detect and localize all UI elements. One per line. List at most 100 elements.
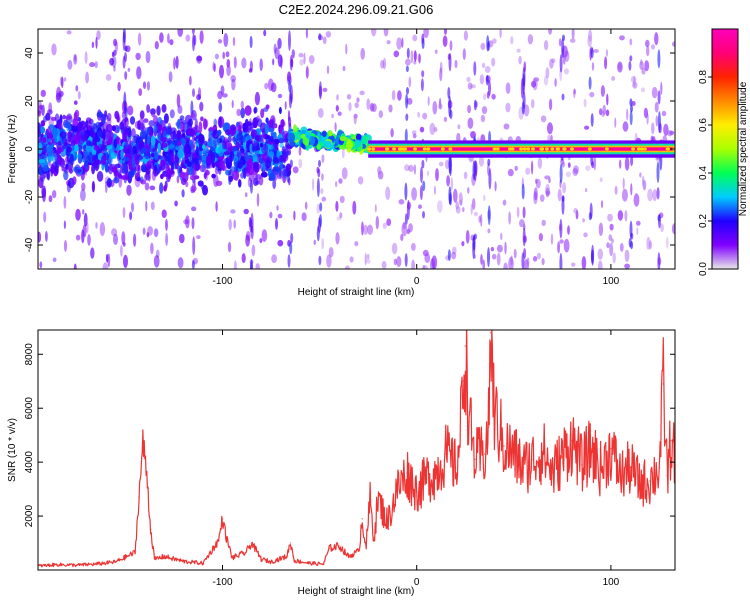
- snr-data-point: [493, 412, 496, 415]
- spectrogram-speckle: [270, 82, 277, 93]
- spectrogram-speckle: [535, 178, 538, 184]
- spectrogram-cell: [56, 141, 62, 149]
- spectrogram-speckle: [583, 232, 588, 238]
- spectrogram-speckle: [591, 62, 595, 71]
- spectrogram-speckle: [563, 238, 570, 253]
- spectrogram-cell: [230, 146, 238, 152]
- spectrogram-speckle: [641, 175, 645, 187]
- spectrogram-streak: [590, 113, 594, 127]
- spectrogram-speckle: [87, 234, 91, 246]
- snr-data-point: [260, 558, 263, 560]
- spectrogram-cell: [302, 137, 310, 145]
- spectrogram-cell: [63, 170, 69, 181]
- spectrogram-speckle: [136, 66, 142, 80]
- snr-data-point: [76, 564, 78, 566]
- snr-data-point: [406, 472, 408, 474]
- snr-data-point: [581, 464, 583, 466]
- spectrogram-carrier-spot: [448, 147, 453, 151]
- spectrogram-speckle: [611, 76, 615, 81]
- spectrogram-cell: [265, 159, 272, 169]
- spectrogram-cell: [211, 173, 216, 179]
- spectrogram-speckle: [299, 59, 304, 66]
- spectrogram-cell: [225, 169, 230, 176]
- snr-data-point: [522, 466, 525, 469]
- spectrogram-cell: [245, 122, 252, 133]
- snr-data-point: [462, 380, 465, 383]
- spectrogram-speckle: [422, 112, 428, 120]
- spectrogram-speckle: [422, 264, 426, 269]
- spectrogram-cell: [74, 100, 78, 105]
- spectrogram-cell: [246, 158, 253, 169]
- snr-data-point: [285, 555, 288, 558]
- spectrogram-speckle: [339, 195, 345, 204]
- spectrogram-cell: [339, 136, 348, 142]
- spectrogram-speckle: [312, 178, 315, 191]
- spectrogram-speckle: [405, 58, 411, 66]
- spectrogram-speckle: [439, 67, 443, 82]
- spectrogram-speckle: [89, 62, 96, 68]
- spectrogram-cell: [51, 127, 58, 139]
- spectrogram-streak: [559, 54, 563, 73]
- spectrogram-speckle: [487, 228, 491, 234]
- spectrogram-streak: [191, 29, 195, 35]
- spectrogram-streak: [317, 168, 321, 178]
- spectrogram-speckle: [404, 164, 410, 172]
- spectrogram-cell: [160, 136, 167, 143]
- spectrogram-speckle: [189, 75, 192, 86]
- snr-data-point: [377, 499, 379, 501]
- spectrogram-speckle: [335, 200, 339, 212]
- spectrogram-cell: [141, 147, 148, 153]
- spectrogram-cell: [125, 148, 133, 154]
- spectrogram-speckle: [165, 218, 168, 231]
- spectrogram-speckle: [651, 86, 658, 99]
- spectrogram-carrier-spot: [539, 147, 544, 151]
- spectrogram-speckle: [671, 41, 675, 47]
- spectrogram-cell: [240, 172, 245, 179]
- snr-data-point: [163, 555, 165, 558]
- spectrogram-speckle: [443, 116, 447, 122]
- spectrogram-speckle: [410, 50, 414, 64]
- spectrogram-cell: [350, 135, 357, 140]
- spectrogram-cell: [62, 114, 66, 120]
- spectrogram-speckle: [549, 58, 554, 69]
- spectrogram-speckle: [277, 213, 283, 219]
- spectrogram-speckle: [557, 241, 561, 254]
- spectrogram-cell: [228, 177, 232, 185]
- spectrogram-streak: [250, 225, 254, 240]
- spectrogram-speckle: [427, 170, 430, 176]
- spectrogram-speckle: [612, 252, 616, 264]
- spectrogram-speckle: [651, 122, 655, 135]
- spectrogram-speckle: [418, 53, 421, 64]
- spectrogram-streak: [521, 183, 525, 200]
- spectrogram-cell: [258, 175, 264, 186]
- snr-x-label: Height of straight line (km): [298, 586, 415, 597]
- spectrogram-speckle: [433, 127, 438, 132]
- spectrogram-cell: [177, 149, 184, 159]
- spectrogram-cell: [97, 144, 105, 150]
- snr-data-point: [629, 466, 632, 469]
- spectrogram-streak: [124, 45, 128, 52]
- spectrogram-speckle: [589, 91, 595, 98]
- spectrogram-speckle: [639, 172, 642, 178]
- spectrogram-speckle: [222, 93, 228, 98]
- spectrogram-speckle: [105, 74, 112, 81]
- snr-data-point: [225, 536, 228, 539]
- spectrogram-cell: [176, 130, 182, 140]
- spectrogram-cell: [260, 108, 265, 119]
- spectrogram-speckle: [490, 247, 495, 252]
- spectrogram-cell: [213, 118, 218, 127]
- spectrogram-speckle: [377, 170, 384, 180]
- spectrogram-speckle: [411, 259, 415, 269]
- spectrogram-speckle: [185, 34, 191, 42]
- spectrogram-speckle: [602, 104, 606, 116]
- spectrogram-speckle: [583, 98, 587, 108]
- spectrogram-speckle: [304, 201, 308, 210]
- spectrogram-speckle: [624, 210, 628, 222]
- spectrogram-speckle: [146, 81, 150, 91]
- spectrogram-speckle: [554, 78, 557, 87]
- spectrogram-cell: [56, 123, 60, 128]
- spectrogram-speckle: [523, 104, 530, 117]
- snr-y-tick-label: 4000: [24, 451, 35, 474]
- spectrogram-cell: [156, 105, 161, 116]
- spectrogram-streak: [657, 49, 661, 69]
